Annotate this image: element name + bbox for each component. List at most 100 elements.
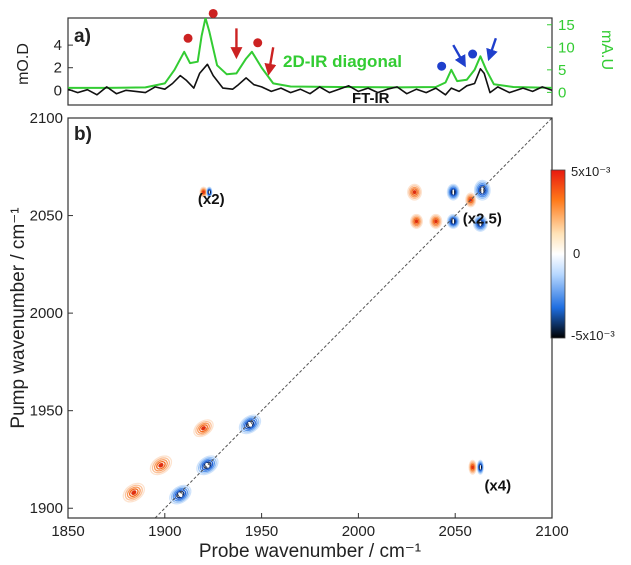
colorbar-gradient [550, 169, 566, 339]
negative-peak [446, 183, 460, 201]
positive-peak [193, 419, 214, 438]
contour-ring [410, 213, 423, 229]
contour-highlight [247, 421, 253, 427]
negative-peak [476, 459, 484, 475]
contour-ring [476, 218, 485, 228]
contour-ring [477, 184, 487, 196]
contour-ring [446, 183, 460, 201]
contour-ring [122, 482, 145, 503]
x-tick-label: 2000 [342, 523, 375, 540]
contour-ring [447, 184, 459, 200]
contour-ring [201, 460, 214, 471]
contour-ring [432, 218, 439, 225]
contour-ring [430, 215, 442, 228]
contour-ring [475, 217, 486, 230]
scale-factor-label: (x4) [484, 478, 511, 495]
contour-ring [412, 216, 421, 227]
peak-marker-arrow [264, 47, 277, 76]
panel-b-frame [67, 117, 553, 519]
peak-marker-dot [468, 49, 478, 59]
contour-highlight [208, 190, 210, 194]
contour-ring [412, 190, 417, 195]
contour-ring [156, 460, 166, 470]
x-axis-title: Probe wavenumber / cm⁻¹ [199, 541, 421, 562]
diagonal-line [154, 118, 552, 518]
positive-peak [429, 213, 443, 229]
series-ft-ir [68, 63, 552, 96]
contour-ring [413, 218, 420, 225]
panel-b-x-ticks: 1850 1900 1950 2000 2050 2100 [51, 513, 569, 540]
contour-ring [431, 216, 440, 227]
x-tick-label: 2050 [439, 523, 472, 540]
heatmap-contours [122, 179, 491, 505]
contour-ring [408, 185, 421, 200]
panel-a-right-tick-label: 10 [558, 39, 575, 56]
contour-ring [202, 190, 205, 194]
contour-ring [169, 484, 192, 505]
y-tick-label: 1900 [30, 500, 63, 517]
contour-ring [149, 455, 173, 476]
contour-ring [468, 196, 474, 204]
peak-marker-dot [437, 61, 447, 71]
panel-a-annotations [183, 8, 498, 76]
contour-ring [470, 463, 475, 471]
peak-marker-arrow [486, 37, 498, 62]
legend-2d-ir-diagonal: 2D-IR diagonal [283, 52, 402, 71]
panel-a-right-tick-label: 0 [558, 84, 566, 101]
contour-ring [471, 465, 474, 470]
peak-marker-dot [253, 38, 263, 48]
peak-marker-arrow [452, 44, 466, 68]
positive-peak [149, 455, 173, 476]
colorbar-mid-label: 0 [573, 246, 580, 261]
contour-ring [174, 489, 187, 500]
contour-ring [124, 484, 143, 501]
contour-ring [170, 486, 190, 503]
panel-b-label: b) [74, 124, 92, 145]
positive-peak [199, 186, 208, 198]
panel-a-left-ylabel: mO.D [15, 43, 32, 85]
contour-ring [465, 192, 477, 208]
y-tick-label: 1950 [30, 403, 63, 420]
contour-ring [409, 186, 420, 198]
negative-peak [206, 186, 213, 198]
scale-factor-label: (x2) [198, 191, 225, 208]
panel-a-label: a) [74, 26, 91, 47]
contour-highlight [479, 464, 481, 470]
contour-ring [449, 187, 457, 197]
contour-ring [468, 459, 477, 475]
contour-ring [238, 414, 262, 435]
contour-ring [472, 214, 488, 232]
contour-ring [197, 456, 217, 474]
contour-ring [475, 181, 490, 199]
contour-ring [199, 458, 216, 473]
colorbar-max-label: 5x10⁻³ [571, 164, 611, 179]
colorbar: 5x10⁻³ 0 -5x10⁻³ [550, 164, 615, 343]
y-tick-label: 2050 [30, 208, 63, 225]
contour-ring [469, 461, 477, 474]
contour-ring [473, 179, 491, 201]
scale-labels: (x2) (x2.5) (x4) [198, 191, 511, 495]
diagonal-dashed-line [154, 118, 552, 518]
contour-highlight [178, 492, 183, 498]
contour-ring [158, 462, 164, 468]
contour-ring [448, 186, 458, 198]
contour-ring [131, 490, 137, 495]
x-tick-label: 1950 [245, 523, 278, 540]
contour-ring [201, 189, 206, 195]
contour-ring [476, 183, 489, 198]
panel-a-frame [67, 17, 553, 106]
scale-factor-label: (x2.5) [463, 210, 502, 227]
contour-highlight [452, 219, 455, 224]
contour-ring [197, 422, 210, 434]
contour-ring [200, 188, 207, 196]
negative-peak [169, 484, 192, 505]
contour-ring [193, 419, 214, 438]
x-tick-label: 1900 [148, 523, 181, 540]
y-tick-label: 2000 [30, 305, 63, 322]
contour-ring [411, 188, 418, 196]
panel-a-left-tick-label: 0 [54, 82, 62, 99]
positive-peak [407, 183, 422, 201]
contour-highlight [481, 186, 484, 194]
panel-a-right-tick-label: 5 [558, 62, 566, 79]
x-tick-label: 2100 [535, 523, 568, 540]
